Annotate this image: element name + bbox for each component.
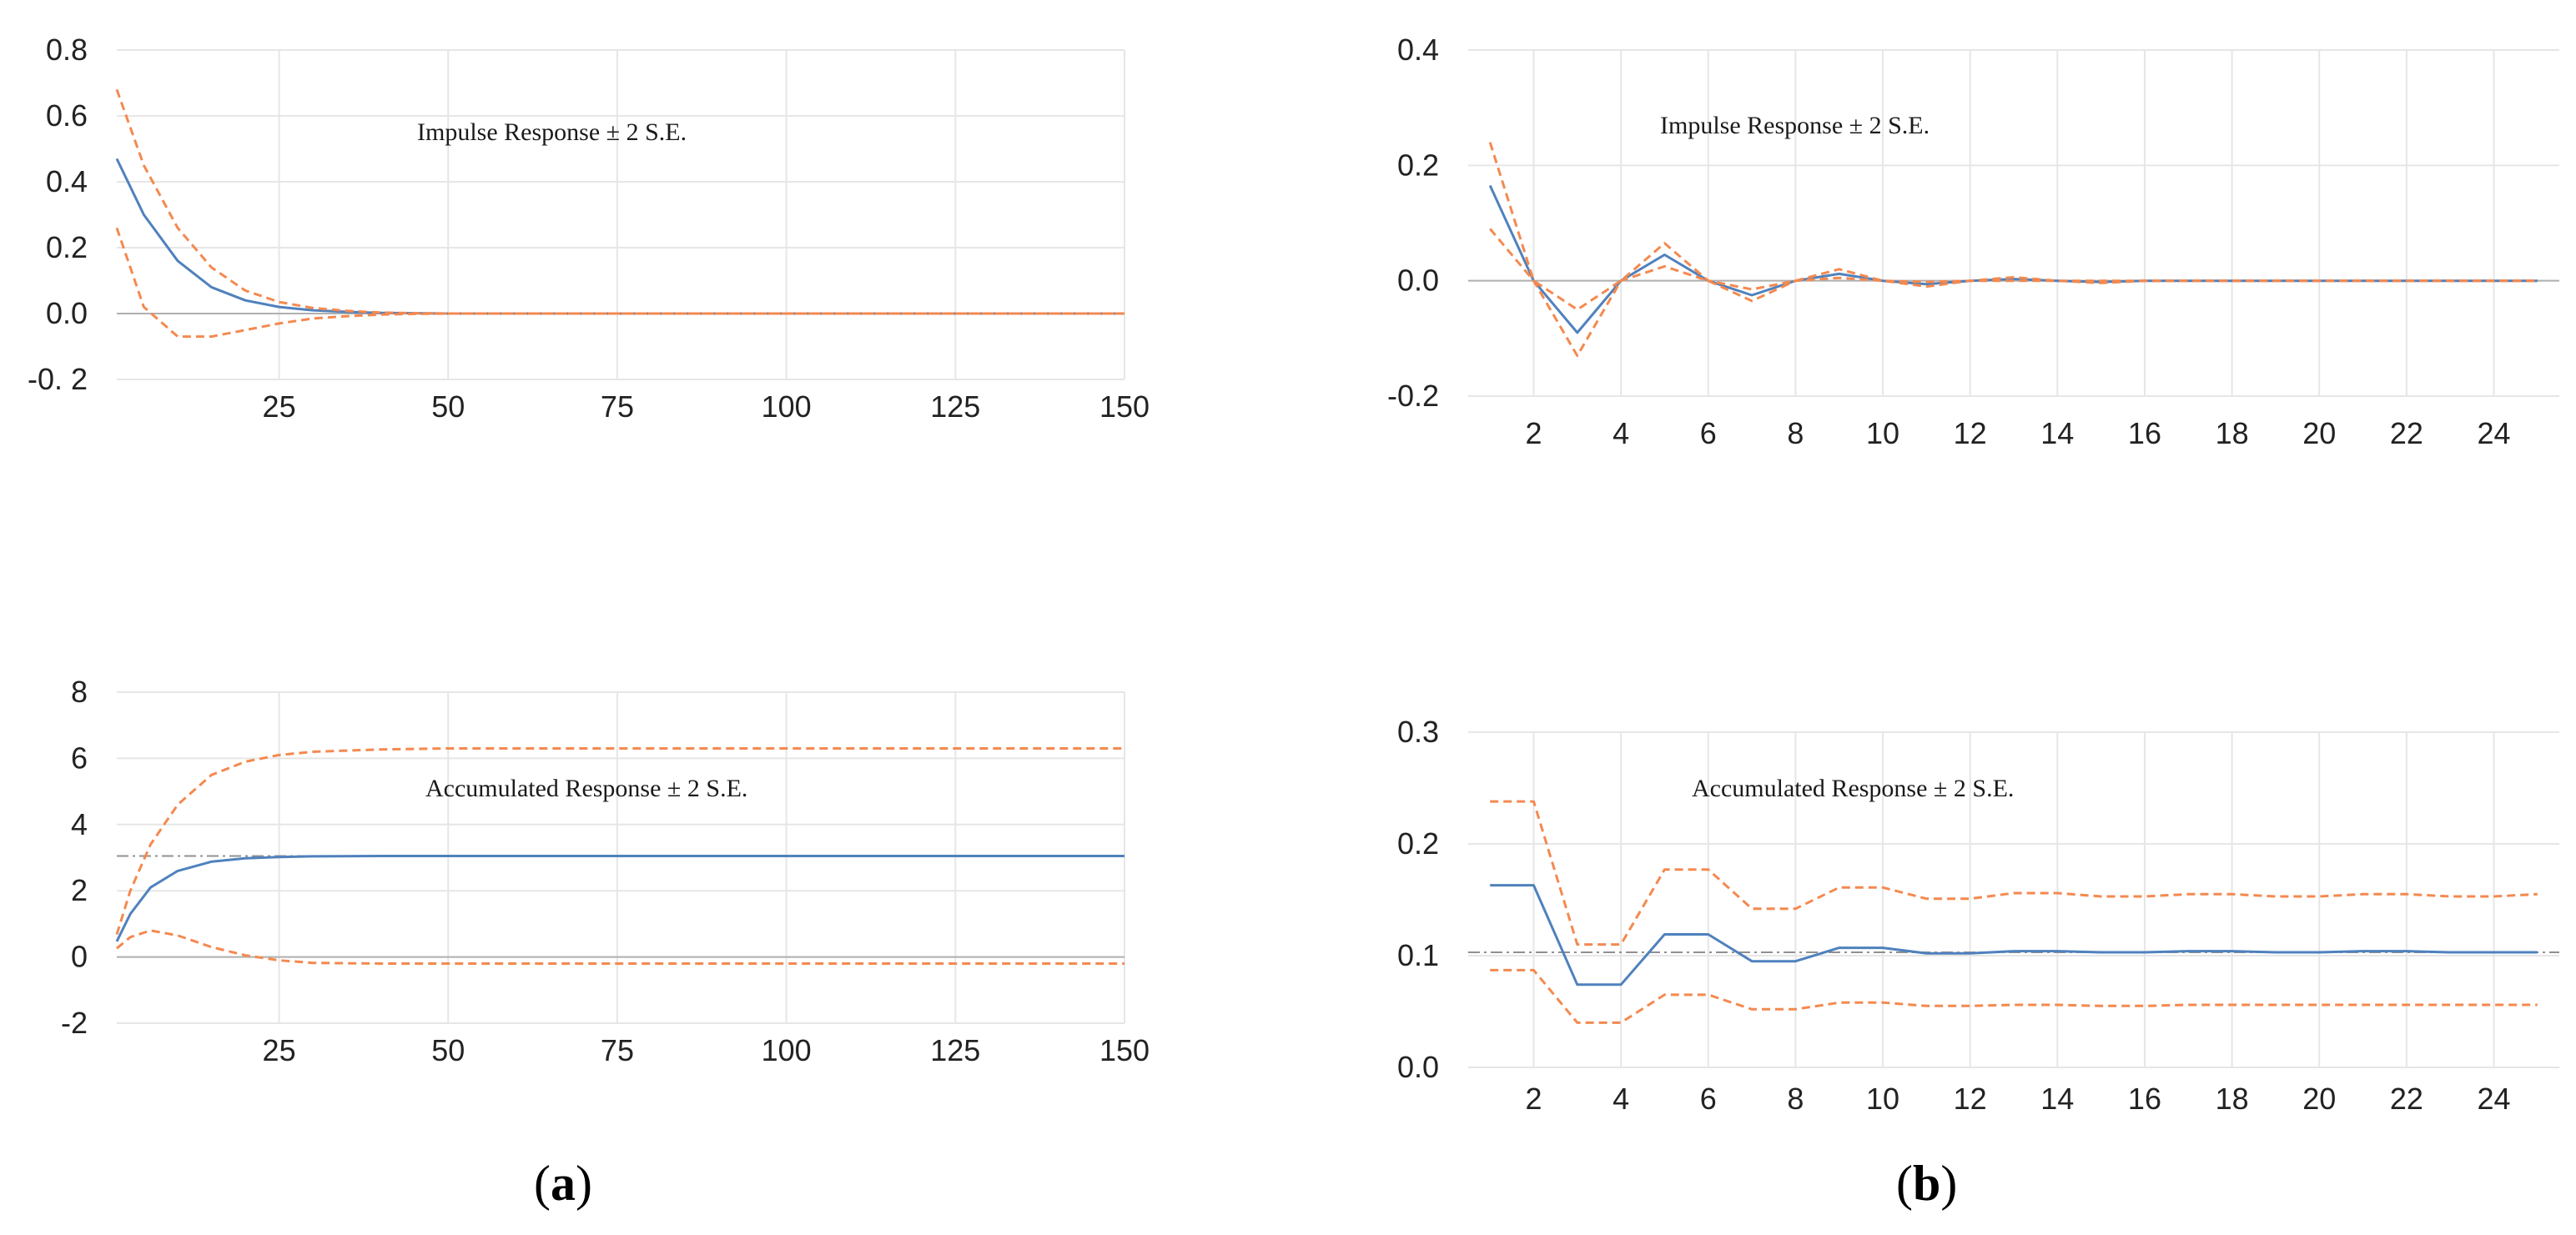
chart-a-bottom: 8 6 4 2 0 -2 25 50 75 100 125 150 Accumulated Respon…	[61, 675, 1150, 1067]
x-tick-label: 2	[1525, 416, 1542, 450]
chart-annotation: Accumulated Response ± 2 S.E.	[425, 775, 747, 802]
x-tick-label: 18	[2216, 1082, 2249, 1116]
chart-b-bottom: 0.30.20.10.02 4 6 8 10 12 14 16 18 20 22 24Accumula…	[1397, 715, 2559, 1116]
x-tick-label: 6	[1700, 1082, 1717, 1116]
x-tick-label: 10	[1866, 1082, 1899, 1116]
x-tick-label: 20	[2302, 1082, 2336, 1116]
y-tick-label: -0.2	[1387, 379, 1439, 413]
chart-annotation: Accumulated Response ± 2 S.E.	[1692, 775, 2014, 802]
x-tick-label: 100	[762, 1033, 812, 1067]
x-tick-label: 8	[1787, 416, 1804, 450]
x-tick-label: 75	[601, 389, 634, 424]
x-tick-label: 2	[1525, 1082, 1542, 1116]
series-response-line	[115, 855, 1124, 942]
y-tick-label: 2	[71, 873, 88, 907]
y-tick-label: 0.2	[46, 230, 88, 264]
x-tick-label: 14	[2040, 416, 2074, 450]
x-tick-label: 10	[1866, 416, 1899, 450]
y-tick-label: 6	[71, 740, 88, 775]
series-lower-line	[1489, 228, 2538, 358]
series-upper-line	[1488, 142, 2538, 311]
x-tick-label: 50	[431, 389, 465, 424]
x-tick-label: 25	[263, 1033, 296, 1067]
series-upper-line	[115, 747, 1124, 936]
chart-annotation: Impulse Response ± 2 S.E.	[417, 118, 687, 146]
series-upper-line	[1490, 800, 2538, 946]
panel-label-a: (a)	[534, 1156, 592, 1211]
x-tick-label: 12	[1954, 416, 1987, 450]
y-tick-label: 0.2	[1397, 826, 1439, 861]
y-tick-label: 0.8	[46, 33, 88, 67]
y-tick-label: 0.0	[1397, 1050, 1439, 1084]
chart-b-top: 0.40.20.0-0.22 4 6 8 10 12 14 16 18 20 22 24Impulse…	[1387, 33, 2559, 450]
y-tick-label: 0.3	[1397, 715, 1439, 749]
y-tick-label: 8	[71, 675, 88, 709]
y-tick-label: 0.0	[1397, 264, 1439, 298]
x-tick-label: 50	[431, 1033, 465, 1067]
x-tick-label: 14	[2040, 1082, 2074, 1116]
series-response-line	[1488, 184, 2538, 334]
y-tick-label: 0.2	[1397, 148, 1439, 182]
series-lower-line	[1490, 968, 2538, 1024]
chart-a-top: 0.8 0.6 0.4 0.2 0.0 -0. 2 25 50 75 100 125 150 Impul…	[28, 33, 1150, 424]
x-tick-label: 75	[601, 1033, 634, 1067]
series-upper-line	[115, 88, 1124, 315]
x-tick-label: 16	[2128, 416, 2161, 450]
y-tick-label: 0.0	[46, 296, 88, 330]
x-tick-label: 20	[2302, 416, 2336, 450]
x-tick-label: 6	[1700, 416, 1717, 450]
x-tick-label: 24	[2477, 1082, 2510, 1116]
x-tick-label: 8	[1787, 1082, 1804, 1116]
series-response-line	[1490, 884, 2538, 986]
y-tick-label: 0.6	[46, 98, 88, 133]
x-tick-label: 12	[1954, 1082, 1987, 1116]
y-tick-label: -2	[61, 1006, 88, 1040]
x-tick-label: 24	[2477, 416, 2510, 450]
chart-annotation: Impulse Response ± 2 S.E.	[1660, 112, 1929, 139]
x-tick-label: 4	[1613, 416, 1629, 450]
x-tick-label: 25	[263, 389, 296, 424]
y-tick-label: 0.4	[46, 164, 88, 198]
x-tick-label: 125	[930, 389, 980, 424]
x-tick-label: 18	[2216, 416, 2249, 450]
y-tick-label: 0.4	[1397, 33, 1439, 67]
x-tick-label: 16	[2128, 1082, 2161, 1116]
y-tick-label: 0	[71, 940, 88, 974]
x-tick-label: 125	[930, 1033, 980, 1067]
x-tick-label: 100	[762, 389, 812, 424]
x-tick-label: 150	[1099, 389, 1150, 424]
x-tick-label: 22	[2390, 416, 2423, 450]
x-tick-label: 22	[2390, 1082, 2423, 1116]
y-tick-label: 4	[71, 807, 88, 841]
series-lower-line	[115, 227, 1124, 339]
x-tick-label: 150	[1099, 1033, 1150, 1067]
x-tick-label: 4	[1613, 1082, 1629, 1116]
y-tick-label: -0. 2	[28, 362, 88, 396]
y-tick-label: 0.1	[1397, 938, 1439, 972]
panel-label-b: (b)	[1896, 1156, 1958, 1211]
series-lower-line	[116, 929, 1124, 965]
